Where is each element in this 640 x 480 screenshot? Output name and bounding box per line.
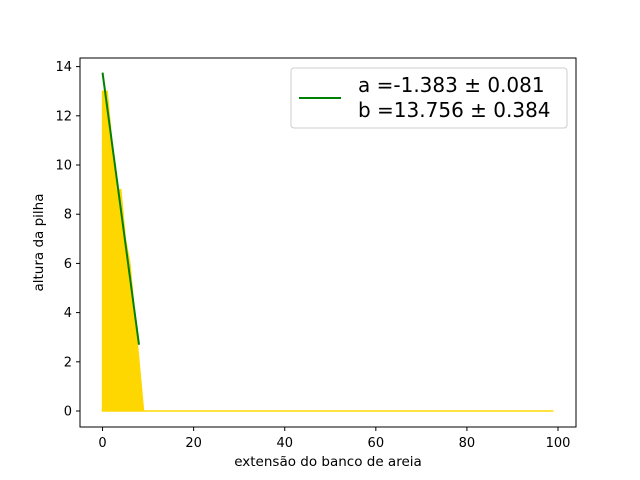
legend-entry-line2: b =13.756 ± 0.384 (358, 98, 551, 122)
x-axis-ticks: 0 20 40 60 80 100 (98, 427, 570, 451)
y-tick-label: 14 (55, 60, 72, 75)
fit-line-series-1 (101, 72, 140, 345)
series-layer (101, 72, 554, 412)
y-tick-label: 0 (64, 405, 72, 420)
y-tick-label: 4 (64, 306, 72, 321)
x-tick-label: 40 (276, 436, 293, 451)
legend-entry-line1: a =-1.383 ± 0.081 (358, 73, 545, 97)
y-axis-ticks: 0 2 4 6 8 10 12 14 (55, 60, 80, 420)
y-tick-label: 12 (55, 109, 72, 124)
plot-area (79, 57, 577, 428)
y-tick-label: 10 (55, 159, 72, 174)
legend: a =-1.383 ± 0.081 b =13.756 ± 0.384 (290, 67, 568, 129)
y-axis-label: altura da pilha (31, 193, 47, 291)
y-tick-label: 6 (64, 257, 72, 272)
x-tick-label: 0 (98, 436, 106, 451)
x-axis-label: extensão do banco de areia (234, 454, 422, 470)
axes-frame (79, 57, 577, 428)
x-tick-label: 80 (459, 436, 476, 451)
x-tick-label: 60 (368, 436, 385, 451)
y-tick-label: 8 (64, 208, 72, 223)
y-tick-label: 2 (64, 355, 72, 370)
x-tick-label: 20 (185, 436, 202, 451)
x-tick-label: 100 (546, 436, 571, 451)
legend-box (290, 67, 568, 129)
